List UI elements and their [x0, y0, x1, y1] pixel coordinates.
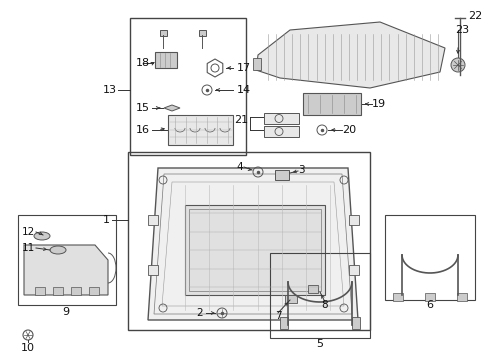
Text: 7: 7 — [274, 311, 281, 321]
Bar — [307, 285, 317, 293]
Bar — [148, 265, 158, 275]
Bar — [424, 293, 434, 301]
Bar — [280, 317, 287, 329]
Bar — [53, 287, 63, 295]
Text: 16: 16 — [136, 125, 150, 135]
Text: 2: 2 — [196, 308, 203, 318]
Text: 21: 21 — [233, 115, 247, 125]
Text: 20: 20 — [341, 125, 355, 135]
Text: 11: 11 — [21, 243, 35, 253]
Bar — [128, 152, 369, 330]
Text: 9: 9 — [62, 307, 69, 317]
Text: 3: 3 — [297, 165, 304, 175]
Bar — [199, 30, 205, 36]
Bar — [456, 293, 466, 301]
Bar — [89, 287, 99, 295]
Bar — [392, 293, 402, 301]
Bar — [71, 287, 81, 295]
Bar — [351, 317, 359, 329]
Bar — [148, 215, 158, 225]
Bar — [348, 215, 358, 225]
Text: 6: 6 — [426, 300, 433, 310]
Text: 13: 13 — [103, 85, 117, 95]
Text: 23: 23 — [454, 25, 468, 35]
Text: 8: 8 — [321, 300, 327, 310]
Text: 12: 12 — [21, 227, 35, 237]
Ellipse shape — [50, 246, 66, 254]
Bar — [264, 113, 298, 124]
Bar — [264, 126, 298, 137]
Text: 22: 22 — [467, 11, 481, 21]
Bar — [160, 30, 167, 36]
Text: 17: 17 — [237, 63, 251, 73]
Polygon shape — [163, 105, 180, 111]
Polygon shape — [148, 168, 357, 320]
Bar — [252, 58, 261, 70]
Bar — [269, 253, 369, 338]
Bar — [303, 93, 360, 115]
Bar — [168, 115, 232, 145]
Text: 15: 15 — [136, 103, 150, 113]
Bar — [35, 287, 45, 295]
Bar — [285, 295, 296, 303]
Text: 4: 4 — [236, 162, 243, 172]
Text: 18: 18 — [136, 58, 150, 68]
Text: 1: 1 — [102, 215, 109, 225]
Circle shape — [450, 58, 464, 72]
Text: 5: 5 — [316, 339, 323, 349]
Text: 14: 14 — [237, 85, 251, 95]
Bar — [155, 52, 177, 68]
Bar — [184, 205, 325, 295]
Bar — [274, 170, 288, 180]
Bar — [189, 209, 320, 291]
Text: 10: 10 — [21, 343, 35, 353]
Bar — [348, 265, 358, 275]
Bar — [130, 18, 245, 155]
Ellipse shape — [34, 232, 50, 240]
Polygon shape — [24, 245, 108, 295]
Bar — [384, 215, 474, 300]
Bar — [18, 215, 116, 305]
Text: 19: 19 — [371, 99, 386, 109]
Polygon shape — [256, 22, 444, 88]
